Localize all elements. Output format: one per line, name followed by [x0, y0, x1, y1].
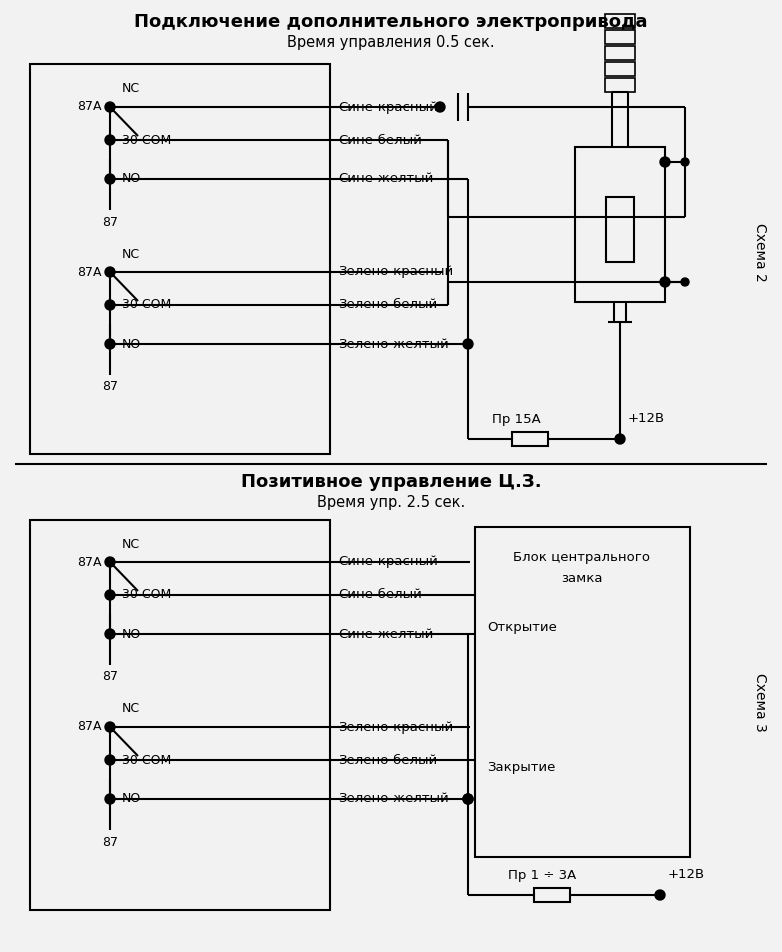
- Circle shape: [615, 434, 625, 444]
- Text: Сине-желтый: Сине-желтый: [338, 172, 433, 186]
- Bar: [605, 47, 635, 60]
- Circle shape: [105, 629, 115, 639]
- Text: NC: NC: [122, 83, 140, 95]
- Circle shape: [105, 135, 115, 145]
- Text: NO: NO: [122, 792, 142, 805]
- Circle shape: [105, 102, 115, 112]
- Text: 30 COM: 30 COM: [122, 753, 171, 766]
- Bar: [605, 14, 635, 28]
- Text: 87A: 87A: [77, 101, 102, 113]
- Text: Позитивное управление Ц.З.: Позитивное управление Ц.З.: [241, 473, 541, 491]
- Text: Пр 15А: Пр 15А: [492, 412, 540, 426]
- Text: Сине-красный: Сине-красный: [338, 556, 438, 568]
- Bar: [575, 147, 665, 302]
- Circle shape: [105, 755, 115, 765]
- Bar: [534, 888, 570, 902]
- Bar: [30, 520, 330, 910]
- Text: Зелено-белый: Зелено-белый: [338, 753, 437, 766]
- Circle shape: [660, 157, 670, 167]
- Text: Сине-желтый: Сине-желтый: [338, 627, 433, 641]
- Text: 87A: 87A: [77, 556, 102, 568]
- Circle shape: [105, 794, 115, 804]
- Circle shape: [105, 590, 115, 600]
- Bar: [605, 30, 635, 44]
- Circle shape: [463, 794, 473, 804]
- Bar: [605, 78, 635, 92]
- Bar: [606, 197, 634, 262]
- Text: 87A: 87A: [77, 266, 102, 279]
- Text: Схема 3: Схема 3: [753, 673, 767, 731]
- Circle shape: [105, 339, 115, 349]
- Text: Зелено-желтый: Зелено-желтый: [338, 792, 449, 805]
- Circle shape: [105, 267, 115, 277]
- Text: Пр 1 ÷ 3А: Пр 1 ÷ 3А: [508, 868, 576, 882]
- Text: Открытие: Открытие: [487, 621, 557, 633]
- Bar: [475, 527, 690, 857]
- Circle shape: [681, 278, 689, 286]
- Text: Зелено-желтый: Зелено-желтый: [338, 338, 449, 350]
- Text: 30 COM: 30 COM: [122, 133, 171, 147]
- Text: Блок центрального: Блок центрального: [514, 550, 651, 564]
- Text: NC: NC: [122, 248, 140, 261]
- Text: +12В: +12В: [668, 868, 705, 882]
- Circle shape: [105, 174, 115, 184]
- Text: Время упр. 2.5 сек.: Время упр. 2.5 сек.: [317, 494, 465, 509]
- Circle shape: [105, 300, 115, 310]
- Text: 87: 87: [102, 670, 118, 684]
- Text: NO: NO: [122, 627, 142, 641]
- Text: +12В: +12В: [628, 412, 665, 426]
- Text: 30 COM: 30 COM: [122, 299, 171, 311]
- Text: Закрытие: Закрытие: [487, 761, 555, 773]
- Text: Схема 2: Схема 2: [753, 223, 767, 282]
- Circle shape: [463, 339, 473, 349]
- Text: Зелено-красный: Зелено-красный: [338, 266, 454, 279]
- Circle shape: [463, 794, 473, 804]
- Text: NO: NO: [122, 338, 142, 350]
- Circle shape: [660, 277, 670, 287]
- Text: Зелено-красный: Зелено-красный: [338, 721, 454, 733]
- Text: замка: замка: [561, 572, 603, 585]
- Text: Сине-белый: Сине-белый: [338, 133, 421, 147]
- Text: 87: 87: [102, 381, 118, 393]
- Circle shape: [435, 102, 445, 112]
- Bar: [605, 63, 635, 76]
- Circle shape: [655, 890, 665, 900]
- Circle shape: [105, 722, 115, 732]
- Text: Время управления 0.5 сек.: Время управления 0.5 сек.: [287, 34, 495, 50]
- Text: 87: 87: [102, 215, 118, 228]
- Bar: [30, 64, 330, 454]
- Text: NC: NC: [122, 703, 140, 716]
- Text: 87: 87: [102, 836, 118, 848]
- Text: 30 COM: 30 COM: [122, 588, 171, 602]
- Circle shape: [681, 158, 689, 166]
- Text: 87A: 87A: [77, 721, 102, 733]
- Text: Сине-белый: Сине-белый: [338, 588, 421, 602]
- Text: NO: NO: [122, 172, 142, 186]
- Text: Сине-красный: Сине-красный: [338, 101, 438, 113]
- Text: Подключение дополнительного электропривода: Подключение дополнительного электроприво…: [135, 13, 647, 31]
- Bar: [512, 432, 548, 446]
- Text: Зелено-белый: Зелено-белый: [338, 299, 437, 311]
- Circle shape: [105, 557, 115, 567]
- Text: NC: NC: [122, 538, 140, 550]
